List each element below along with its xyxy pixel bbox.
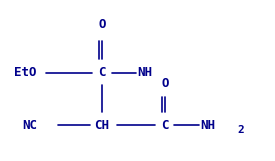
Text: CH: CH bbox=[94, 119, 109, 132]
Text: 2: 2 bbox=[237, 125, 244, 135]
Text: NH: NH bbox=[138, 66, 153, 79]
Text: EtO: EtO bbox=[14, 66, 37, 79]
Text: C: C bbox=[98, 66, 106, 79]
Text: O: O bbox=[161, 77, 169, 90]
Text: NC: NC bbox=[23, 119, 38, 132]
Text: C: C bbox=[161, 119, 169, 132]
Text: NH: NH bbox=[200, 119, 215, 132]
Text: O: O bbox=[98, 18, 106, 31]
